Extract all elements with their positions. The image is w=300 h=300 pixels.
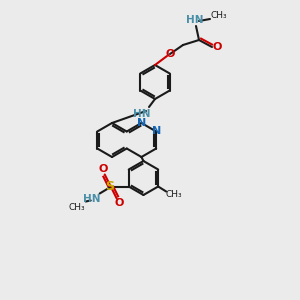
Text: HN: HN [186,15,204,25]
Text: HN: HN [133,109,151,119]
Text: N: N [152,127,161,136]
Text: O: O [98,164,107,175]
Text: CH₃: CH₃ [211,11,227,20]
Text: O: O [212,42,222,52]
Text: O: O [165,49,175,59]
Text: HN: HN [83,194,100,205]
Text: O: O [114,199,123,208]
Text: CH₃: CH₃ [68,203,85,212]
Text: N: N [137,118,146,128]
Text: S: S [105,180,114,193]
Text: CH₃: CH₃ [166,190,182,199]
